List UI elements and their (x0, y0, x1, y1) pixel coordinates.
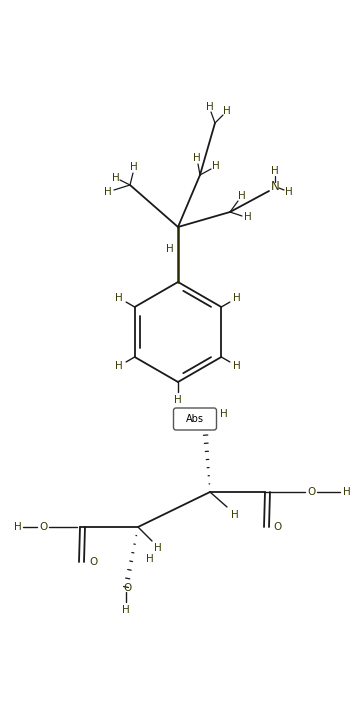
Text: H: H (115, 361, 123, 371)
Text: H: H (271, 166, 279, 176)
Text: H: H (238, 191, 246, 201)
Text: H: H (193, 153, 201, 163)
Text: H: H (104, 187, 112, 197)
Text: O: O (123, 583, 131, 593)
Text: O: O (308, 487, 316, 497)
Text: O: O (40, 522, 48, 532)
Text: H: H (206, 102, 214, 112)
Text: O: O (274, 522, 282, 532)
Text: H: H (166, 244, 174, 255)
Text: H: H (233, 361, 241, 371)
Text: H: H (233, 293, 241, 303)
Text: H: H (212, 161, 220, 171)
Text: Abs: Abs (186, 414, 204, 424)
Text: N: N (270, 180, 280, 194)
Text: H: H (223, 106, 231, 116)
Text: H: H (174, 395, 182, 405)
Text: H: H (122, 605, 130, 615)
Text: H: H (146, 554, 154, 564)
Text: H: H (14, 522, 22, 532)
Text: H: H (244, 212, 252, 222)
Text: H: H (115, 293, 123, 303)
Text: H: H (130, 162, 138, 172)
Text: H: H (220, 409, 228, 419)
Text: H: H (231, 510, 239, 520)
Text: O: O (89, 557, 97, 567)
Text: H: H (343, 487, 351, 497)
Text: H: H (154, 543, 162, 553)
Text: H: H (112, 173, 120, 183)
FancyBboxPatch shape (174, 408, 217, 430)
Text: H: H (285, 187, 293, 197)
